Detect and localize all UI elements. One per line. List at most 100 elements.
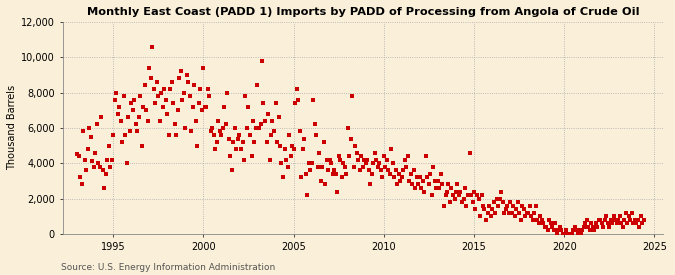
Point [605, 218, 616, 222]
Point [504, 211, 514, 215]
Point [297, 147, 308, 151]
Point [271, 140, 282, 144]
Point [373, 164, 383, 169]
Point [192, 143, 202, 148]
Point [315, 179, 326, 183]
Point [433, 179, 443, 183]
Point [126, 101, 136, 105]
Point [186, 129, 196, 134]
Point [613, 218, 624, 222]
Point [502, 204, 512, 208]
Point [389, 175, 400, 180]
Point [222, 90, 233, 95]
Point [142, 119, 153, 123]
Point [73, 154, 84, 158]
Point [620, 211, 631, 215]
Point [473, 196, 484, 201]
Point [344, 154, 354, 158]
Point [529, 211, 539, 215]
Point [545, 221, 556, 226]
Point [308, 97, 319, 102]
Point [500, 207, 511, 211]
Point [194, 101, 205, 105]
Point [637, 221, 648, 226]
Point [568, 228, 578, 233]
Point [460, 186, 470, 190]
Point [81, 168, 92, 172]
Point [599, 218, 610, 222]
Point [348, 164, 359, 169]
Point [421, 154, 431, 158]
Point [294, 129, 305, 134]
Point [298, 136, 309, 141]
Point [485, 214, 496, 218]
Point [156, 90, 167, 95]
Point [135, 94, 146, 98]
Point [284, 133, 294, 137]
Point [598, 225, 609, 229]
Point [603, 221, 614, 226]
Point [634, 225, 645, 229]
Point [206, 129, 217, 134]
Point [281, 158, 292, 162]
Point [189, 83, 200, 88]
Point [595, 218, 605, 222]
Point [195, 87, 206, 91]
Point [350, 143, 360, 148]
Point [604, 225, 615, 229]
Point [215, 129, 225, 134]
Point [287, 143, 298, 148]
Point [541, 225, 551, 229]
Point [196, 108, 207, 112]
Point [153, 94, 163, 98]
Point [233, 136, 244, 141]
Point [535, 214, 545, 218]
Point [91, 122, 102, 127]
Point [509, 214, 520, 218]
Point [111, 90, 122, 95]
Point [329, 168, 340, 172]
Point [392, 182, 403, 187]
Point [639, 218, 649, 222]
Point [395, 179, 406, 183]
Point [306, 161, 317, 166]
Point [456, 200, 467, 204]
Point [572, 232, 583, 236]
Point [148, 87, 159, 91]
Point [628, 221, 639, 226]
Point [452, 182, 463, 187]
Point [333, 154, 344, 158]
Point [508, 204, 518, 208]
Point [216, 133, 227, 137]
Point [201, 104, 212, 109]
Point [490, 211, 501, 215]
Point [505, 200, 516, 204]
Point [625, 218, 636, 222]
Point [198, 66, 209, 70]
Point [109, 97, 120, 102]
Point [466, 193, 477, 197]
Point [157, 104, 168, 109]
Point [217, 126, 228, 130]
Point [211, 140, 222, 144]
Point [335, 158, 346, 162]
Point [422, 175, 433, 180]
Point [365, 182, 376, 187]
Point [122, 161, 132, 166]
Point [340, 164, 350, 169]
Point [167, 80, 178, 84]
Point [234, 133, 245, 137]
Point [472, 193, 483, 197]
Point [371, 158, 381, 162]
Point [75, 175, 86, 180]
Point [412, 175, 423, 180]
Point [132, 129, 142, 134]
Point [566, 232, 577, 236]
Point [425, 172, 436, 176]
Point [394, 172, 404, 176]
Point [76, 182, 87, 187]
Point [476, 193, 487, 197]
Point [553, 228, 564, 233]
Point [387, 161, 398, 166]
Point [362, 158, 373, 162]
